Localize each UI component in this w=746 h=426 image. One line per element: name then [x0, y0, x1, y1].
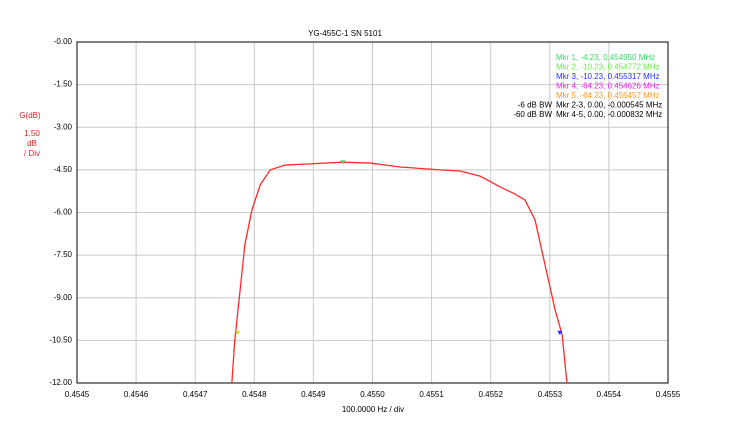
marker-label: Mkr 3, -10.23, 0.455317 MHz [556, 72, 660, 81]
x-tick-label: 0.4552 [478, 390, 503, 399]
y-tick-label: -10.50 [49, 335, 72, 344]
x-tick-label: 0.4551 [419, 390, 444, 399]
y-tick-label: -7.50 [54, 250, 73, 259]
y-tick-label: -0.00 [54, 37, 73, 46]
marker [557, 330, 563, 336]
chart-title: YG-455C-1 SN 5101 [308, 29, 382, 38]
marker [235, 330, 241, 336]
y-tick-label: -1.50 [54, 80, 73, 89]
y-axis-label: / Div [24, 149, 40, 158]
y-axis-label: G(dB) [19, 111, 41, 120]
y-axis-label: 1.50 [24, 129, 40, 138]
y-tick-label: -9.00 [54, 293, 73, 302]
plot-frame [76, 41, 669, 384]
marker [340, 160, 346, 165]
y-tick-label: -3.00 [54, 122, 73, 131]
y-axis-label: dB [27, 139, 37, 148]
y-tick-label: -4.50 [54, 165, 73, 174]
y-tick-label: -6.00 [54, 208, 73, 217]
x-axis-label: 100.0000 Hz / div [342, 405, 404, 414]
y-tick-label: -12.00 [49, 378, 72, 387]
bandwidth-value: Mkr 2-3, 0.00, -0.000545 MHz [556, 101, 662, 110]
plot-area [231, 161, 568, 383]
x-tick-label: 0.4554 [597, 390, 622, 399]
x-tick-label: 0.4550 [360, 390, 385, 399]
x-tick-label: 0.4546 [124, 390, 149, 399]
x-tick-label: 0.4549 [301, 390, 326, 399]
bandwidth-name: -6 dB BW [518, 101, 553, 110]
curve [231, 161, 568, 383]
x-tick-label: 0.4547 [183, 390, 208, 399]
x-tick-label: 0.4548 [242, 390, 267, 399]
bandwidth-name: -60 dB BW [513, 110, 552, 119]
x-tick-label: 0.4553 [538, 390, 563, 399]
marker-label: Mkr 2, -10.23, 0.454772 MHz [556, 63, 660, 72]
marker-label: Mkr 4, -64.23, 0.454626 MHz [556, 82, 660, 91]
bandwidth-value: Mkr 4-5, 0.00, -0.000832 MHz [556, 110, 662, 119]
marker-label: Mkr 1, -4.23, 0.454950 MHz [556, 53, 655, 62]
x-tick-label: 0.4555 [656, 390, 681, 399]
x-tick-label: 0.4545 [65, 390, 90, 399]
marker-label: Mkr 5, -64.23, 0.455457 MHz [556, 91, 660, 100]
